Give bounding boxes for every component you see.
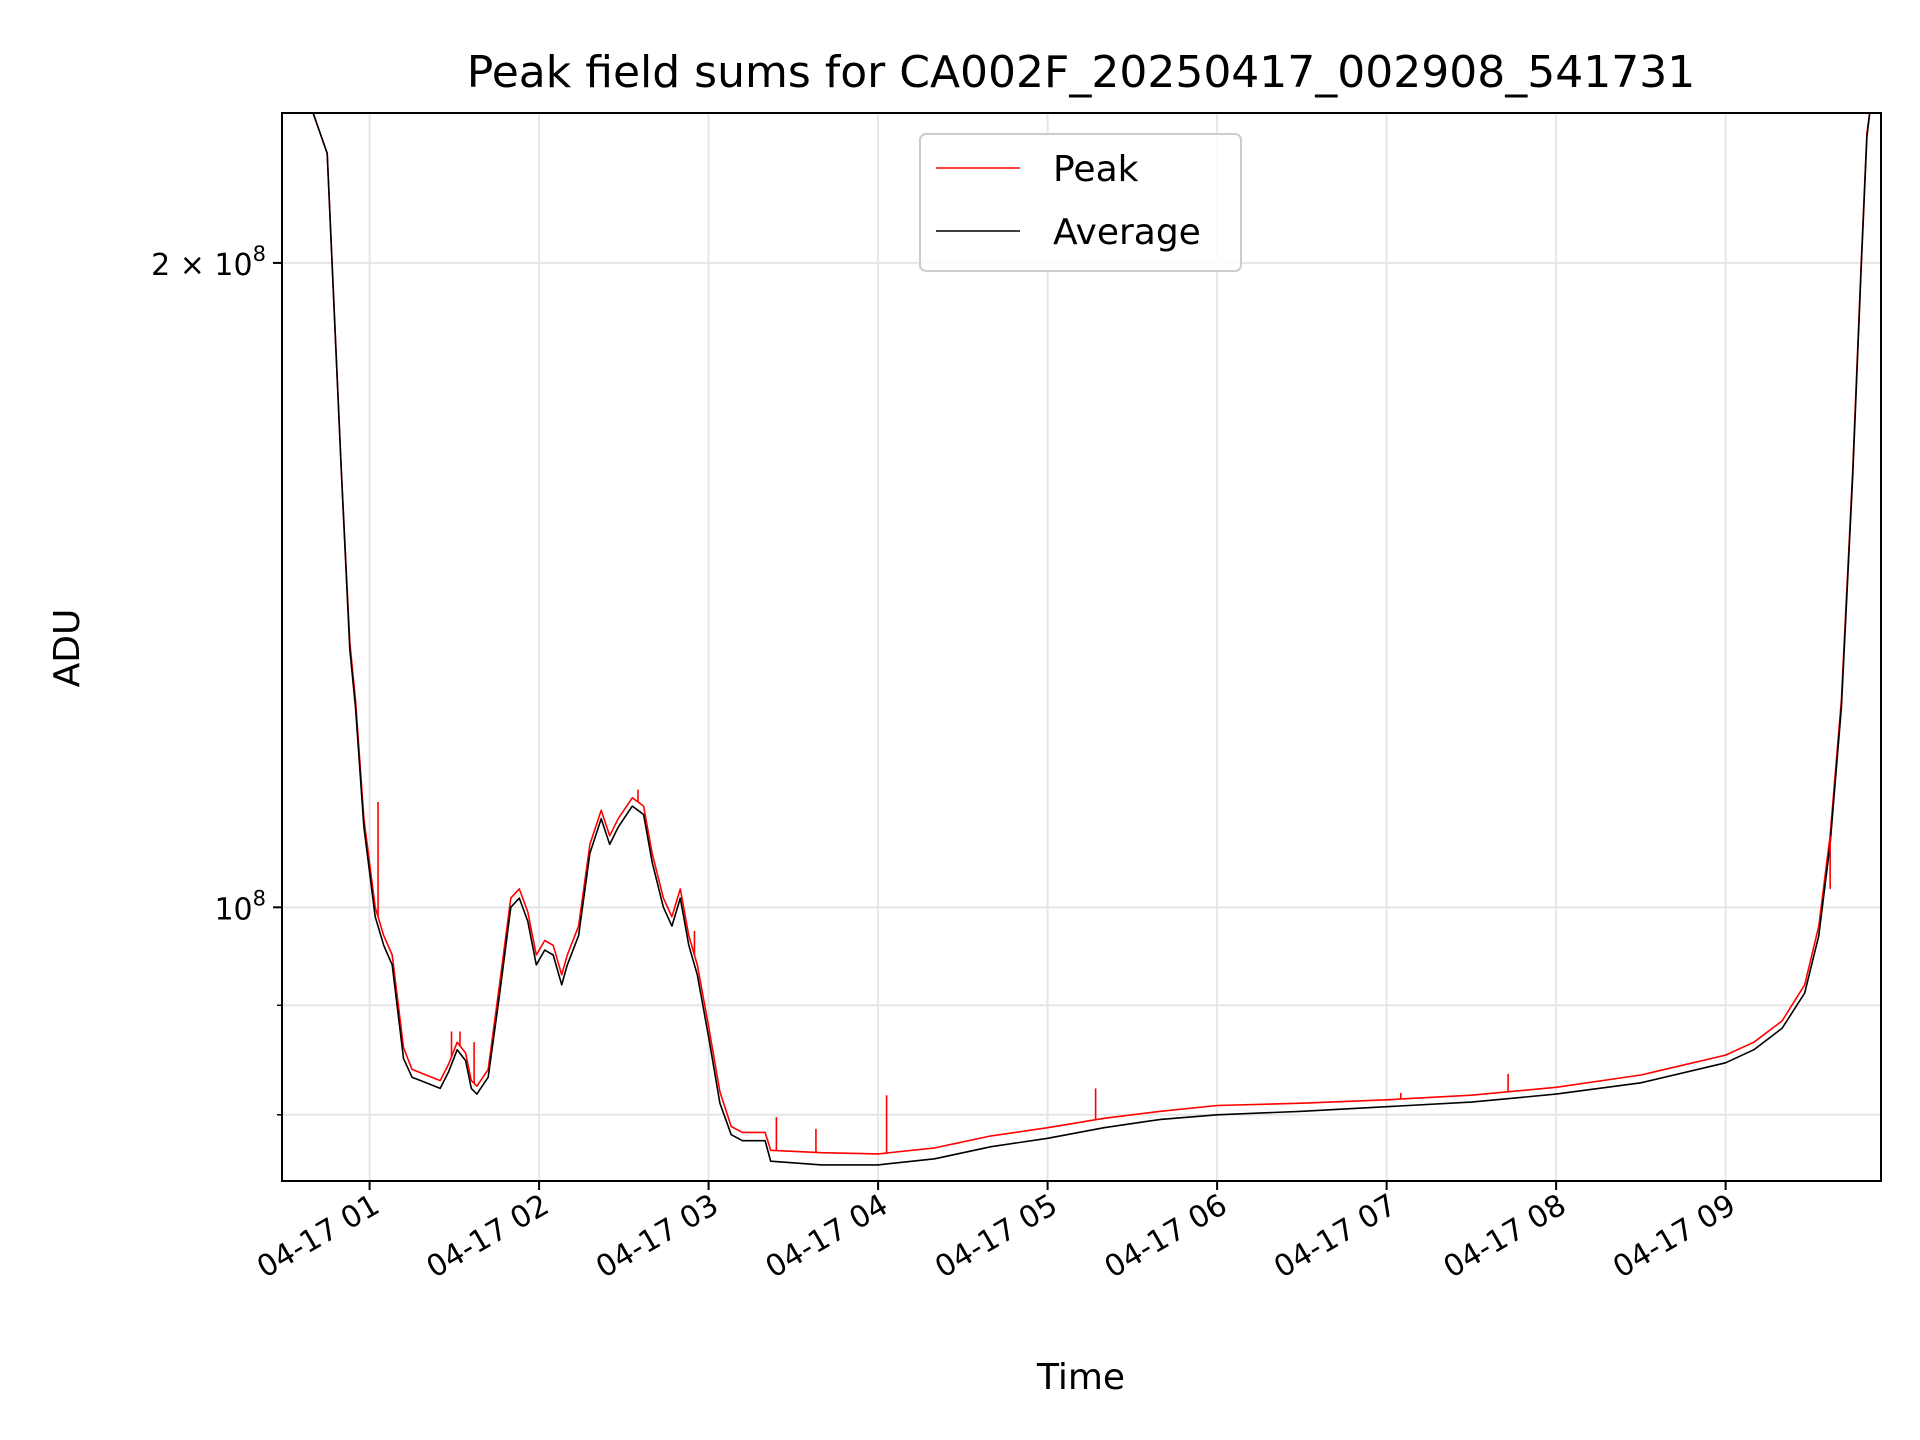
grid (282, 113, 1881, 1181)
plot-frame (281, 112, 1882, 1182)
y-tick-exponent: 8 (253, 242, 266, 266)
y-tick-label: 108 (214, 886, 266, 927)
legend: Peak Average (919, 133, 1242, 272)
x-tick-label: 04-17 07 (1268, 1188, 1402, 1286)
x-tick-label: 04-17 02 (421, 1188, 555, 1286)
chart-title: Peak field sums for CA002F_20250417_0029… (467, 47, 1695, 98)
series-line-peak (282, 113, 1881, 1155)
y-tick-exponent: 8 (253, 886, 266, 910)
x-axis-label: Time (1036, 1357, 1125, 1398)
x-tick-label: 04-17 06 (1099, 1188, 1233, 1286)
x-tick-label: 04-17 05 (929, 1188, 1063, 1286)
legend-label-peak: Peak (1053, 149, 1139, 190)
x-axis-ticks: 04-17 01 04-17 02 04-17 03 04-17 04 04-17 05… (251, 1181, 1742, 1286)
x-tick-label: 04-17 03 (590, 1188, 724, 1286)
y-tick-base: 2 × 10 (151, 248, 252, 283)
x-tick-label: 04-17 08 (1438, 1188, 1572, 1286)
legend-label-average: Average (1053, 212, 1201, 253)
series-line-average (282, 113, 1881, 1166)
series-layer (282, 113, 1881, 1166)
x-tick-label: 04-17 09 (1607, 1188, 1741, 1286)
x-tick-label: 04-17 01 (251, 1188, 385, 1286)
y-tick-label: 2 × 108 (151, 242, 266, 283)
y-tick-base: 10 (214, 892, 252, 927)
y-axis-label: ADU (47, 609, 88, 688)
x-tick-label: 04-17 04 (760, 1188, 894, 1286)
